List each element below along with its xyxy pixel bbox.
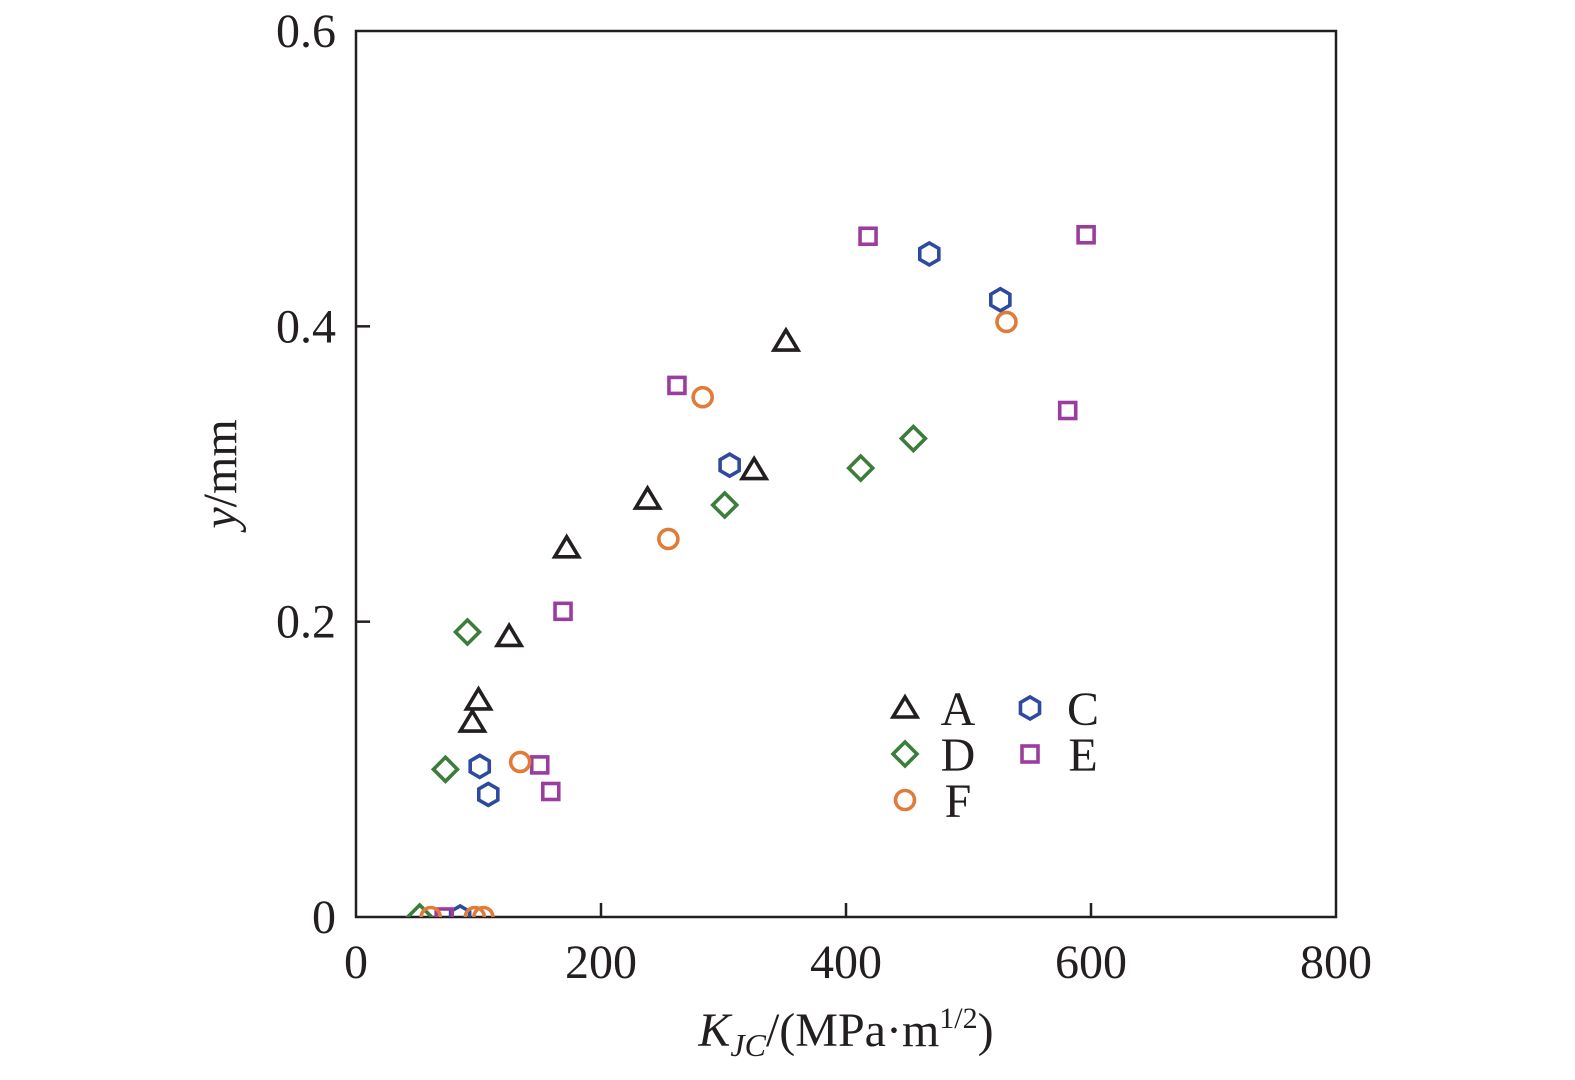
data-point-A (770, 326, 802, 352)
legend-marker-F (893, 788, 917, 812)
legend-marker-A (889, 693, 921, 719)
series-A (457, 326, 802, 733)
data-point-D (452, 617, 483, 647)
data-point-C (917, 240, 941, 268)
y-tick-label: 0 (312, 891, 336, 944)
x-axis-label: KJC/(MPa·m1/2) (697, 1002, 993, 1063)
legend-label-C: C (1067, 683, 1099, 736)
series-C (448, 240, 1012, 917)
data-point-A (493, 621, 525, 648)
data-point-E (553, 601, 573, 622)
data-point-E (540, 781, 561, 802)
legend-marker-D (890, 739, 920, 769)
plot-frame (354, 29, 1338, 919)
data-point-D (405, 902, 435, 917)
data-point-layer (405, 224, 1096, 917)
y-tick-label: 0.2 (276, 596, 336, 649)
legend-item-E: E (1020, 729, 1098, 782)
data-point-E (858, 226, 878, 247)
data-point-F (472, 905, 495, 917)
legend-marker-C (1018, 694, 1042, 722)
legend-item-F: F (893, 775, 972, 828)
legend-item-C: C (1018, 683, 1099, 736)
data-point-E (1057, 400, 1078, 421)
legend-marker-E (1020, 744, 1040, 764)
data-point-A (632, 484, 663, 510)
legend: A C D E F (889, 683, 1099, 828)
data-point-E (529, 755, 550, 775)
y-tick-label: 0.6 (276, 5, 336, 58)
data-point-D (710, 490, 740, 520)
data-point-E (1076, 224, 1096, 245)
data-point-C (718, 452, 741, 479)
data-point-A (457, 707, 488, 733)
data-point-C (476, 781, 500, 808)
data-point-F (419, 905, 443, 917)
data-point-F (995, 310, 1018, 334)
legend-label-D: D (941, 729, 976, 782)
data-point-D (898, 424, 928, 454)
data-point-F (463, 905, 487, 917)
series-D (405, 424, 928, 917)
data-point-E (434, 907, 455, 917)
data-point-F (657, 527, 680, 551)
legend-item-D: D (890, 729, 976, 782)
legend-label-A: A (941, 683, 976, 736)
data-point-C (448, 903, 472, 917)
y-tick-label: 0.4 (276, 300, 336, 353)
series-E (434, 224, 1096, 917)
axis-ticks: 0 200 400 600 800 0 0.2 0.4 0.6 (276, 5, 1372, 989)
x-tick-label: 600 (1055, 936, 1127, 989)
data-point-E (667, 375, 687, 396)
x-tick-label: 800 (1300, 936, 1372, 989)
data-point-D (430, 754, 460, 784)
data-point-F (691, 385, 714, 409)
data-point-A (738, 455, 770, 481)
legend-label-F: F (945, 775, 972, 828)
data-points (405, 224, 1096, 917)
data-point-F (508, 750, 532, 774)
data-point-A (551, 533, 582, 559)
y-axis-label: y/mm (194, 419, 247, 533)
data-point-C (989, 286, 1012, 313)
x-tick-label: 200 (565, 936, 637, 989)
data-point-A (463, 685, 494, 711)
x-tick-label: 400 (810, 936, 882, 989)
series-F (419, 310, 1018, 917)
data-point-C (468, 753, 492, 780)
legend-item-A: A (889, 683, 976, 736)
data-point-D (846, 453, 876, 483)
x-tick-label: 0 (344, 936, 368, 989)
legend-label-E: E (1068, 729, 1097, 782)
